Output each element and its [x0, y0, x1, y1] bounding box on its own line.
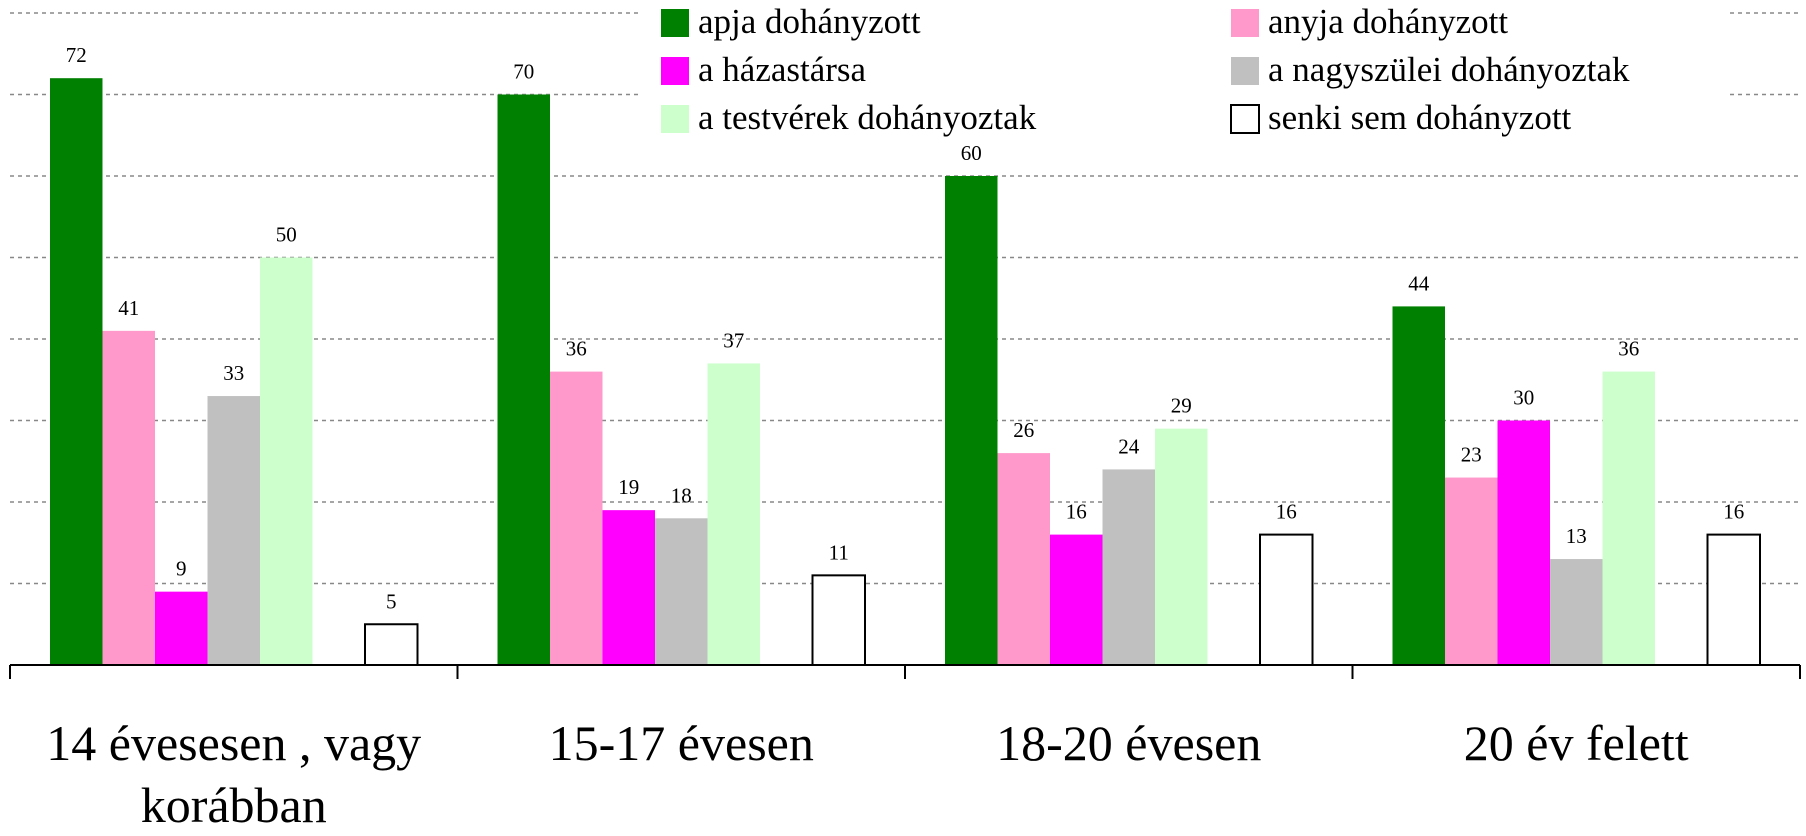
- bar: [997, 453, 1050, 665]
- data-label: 18: [671, 483, 692, 507]
- bar: [155, 591, 208, 665]
- data-label: 16: [1723, 500, 1744, 524]
- bar: [1706, 533, 1761, 666]
- bar: [260, 257, 313, 665]
- data-label: 72: [66, 43, 87, 67]
- legend-swatch: [661, 105, 689, 133]
- bar: [945, 176, 998, 665]
- data-label: 24: [1118, 434, 1140, 458]
- data-label: 16: [1066, 500, 1087, 524]
- legend-swatch: [1231, 9, 1259, 37]
- data-label: 70: [513, 60, 534, 84]
- bar: [1392, 306, 1445, 665]
- x-tick-label: 15-17 évesen: [548, 715, 814, 771]
- bar: [655, 518, 708, 665]
- legend-swatch: [661, 57, 689, 85]
- bar: [602, 510, 655, 665]
- bar: [207, 396, 260, 665]
- legend-label: a testvérek dohányoztak: [698, 98, 1037, 137]
- data-label: 36: [1618, 337, 1639, 361]
- bar: [364, 623, 419, 666]
- x-tick-label: 14 évesesen , vagy korábban: [46, 715, 422, 833]
- bar: [50, 78, 103, 665]
- data-label: 36: [566, 337, 587, 361]
- legend-bg: [640, 0, 1730, 145]
- bar: [1259, 533, 1314, 666]
- x-tick-label: 20 év felett: [1463, 715, 1689, 771]
- data-label: 9: [176, 557, 187, 581]
- data-label: 44: [1408, 271, 1430, 295]
- bar: [1497, 420, 1550, 665]
- data-label: 19: [618, 475, 639, 499]
- bar: [102, 330, 155, 665]
- legend-swatch: [661, 9, 689, 37]
- bar: [811, 574, 866, 666]
- data-label: 29: [1171, 394, 1192, 418]
- data-label: 41: [118, 296, 139, 320]
- x-tick-label: 18-20 évesen: [996, 715, 1262, 771]
- bar: [707, 363, 760, 665]
- data-label: 26: [1013, 418, 1034, 442]
- data-label: 5: [386, 589, 397, 613]
- legend-swatch: [1230, 104, 1260, 134]
- legend-label: apja dohányzott: [698, 2, 921, 41]
- data-label: 16: [1276, 500, 1297, 524]
- data-label: 33: [223, 361, 244, 385]
- bar: [1550, 559, 1603, 665]
- bar: [550, 371, 603, 665]
- data-label: 13: [1566, 524, 1587, 548]
- data-label: 11: [829, 540, 849, 564]
- bar: [1155, 428, 1208, 665]
- bar: [1445, 477, 1498, 665]
- data-label: 37: [723, 328, 744, 352]
- data-label: 23: [1461, 443, 1482, 467]
- data-label: 30: [1513, 386, 1534, 410]
- data-label: 60: [961, 141, 982, 165]
- legend-label: senki sem dohányzott: [1268, 98, 1572, 137]
- data-label: 50: [276, 223, 297, 247]
- bar: [1602, 371, 1655, 665]
- bar: [497, 94, 550, 665]
- legend-label: a nagyszülei dohányoztak: [1268, 50, 1630, 89]
- legend-label: a házastársa: [698, 50, 867, 89]
- bar: [1050, 534, 1103, 665]
- bar: [1102, 469, 1155, 665]
- legend-swatch: [1231, 57, 1259, 85]
- legend-label: anyja dohányzott: [1268, 2, 1508, 41]
